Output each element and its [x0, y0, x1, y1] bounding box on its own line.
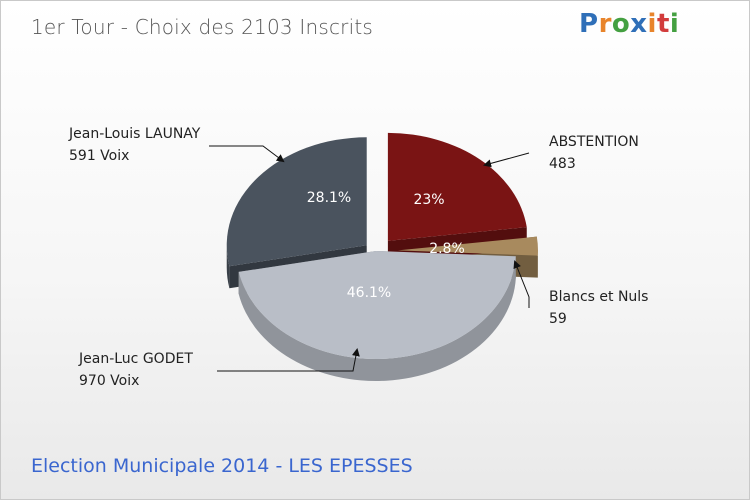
pie-slice-side [226, 245, 230, 289]
proxiti-logo: Proxiti [579, 9, 680, 39]
slice-label: Jean-Louis LAUNAY 591 Voix [68, 126, 201, 164]
callout-line [483, 152, 530, 168]
slice-label: ABSTENTION 483 [549, 134, 639, 172]
callout-line [217, 348, 360, 372]
slice-percent-label: 2.8% [429, 241, 465, 257]
callout-line [513, 260, 530, 308]
chart-title: 1er Tour - Choix des 2103 Inscrits [31, 15, 373, 39]
slice-percent-label: 23% [413, 192, 444, 208]
slice-label: Blancs et Nuls 59 [549, 289, 648, 327]
slice-label: Jean-Luc GODET 970 Voix [78, 351, 193, 389]
pie-slice [226, 137, 367, 267]
chart-footer: Election Municipale 2014 - LES EPESSES [31, 455, 413, 477]
callout-line [209, 145, 285, 163]
pie-slice [387, 132, 527, 241]
pie-slice-side [238, 256, 516, 381]
slice-percent-label: 28.1% [307, 190, 351, 206]
slice-percent-label: 46.1% [347, 285, 391, 301]
pie-slice [397, 236, 538, 256]
pie-slice [238, 251, 516, 359]
